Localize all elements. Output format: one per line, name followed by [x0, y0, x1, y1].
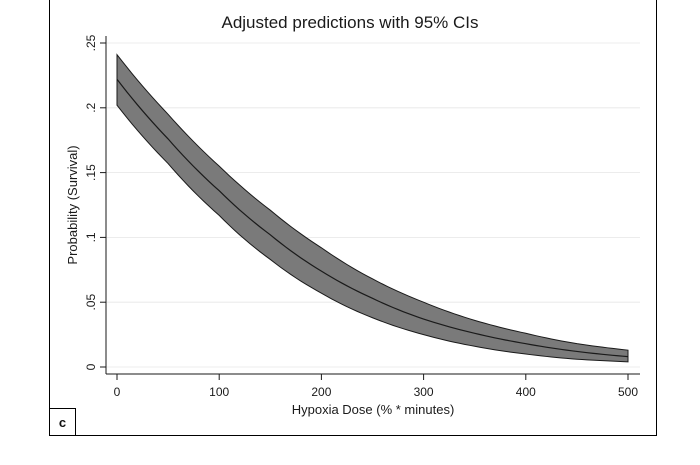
x-tick-label: 100 [209, 385, 229, 399]
y-tick-label: .25 [84, 34, 98, 51]
prediction-line [116, 78, 629, 358]
y-tick-label: .15 [84, 164, 98, 181]
x-tick-label: 400 [516, 385, 536, 399]
confidence-band-layer [116, 53, 629, 363]
x-tick-label: 500 [618, 385, 638, 399]
figure-frame [49, 0, 657, 436]
y-tick-label: 0 [84, 363, 98, 370]
chart-title: Adjusted predictions with 95% CIs [221, 13, 478, 32]
x-tick-label: 0 [114, 385, 121, 399]
axes [105, 36, 640, 375]
y-tick-label: .05 [84, 294, 98, 311]
x-tick-label: 300 [414, 385, 434, 399]
y-axis-label: Probability (Survival) [65, 145, 80, 264]
ticks: 0 100 200 300 400 500 0 .05 .1 .15 .2 .25 [84, 34, 638, 399]
y-tick-label: .1 [84, 232, 98, 242]
x-axis-label: Hypoxia Dose (% * minutes) [292, 402, 455, 417]
y-tick-label: .2 [84, 102, 98, 112]
confidence-band [116, 53, 629, 363]
x-tick-label: 200 [311, 385, 331, 399]
panel-label: c [49, 408, 76, 436]
